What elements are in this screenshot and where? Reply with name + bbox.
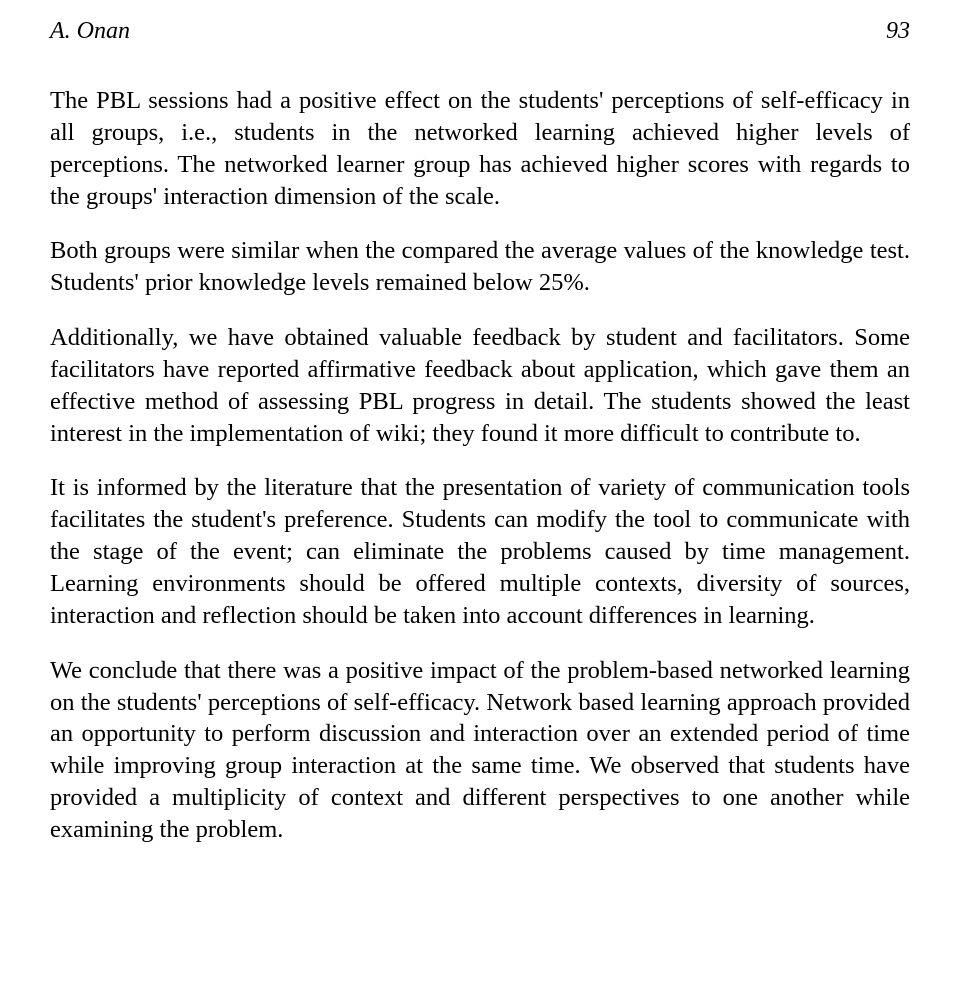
body-paragraph: Additionally, we have obtained valuable … [50, 322, 910, 449]
body-paragraph: We conclude that there was a positive im… [50, 655, 910, 846]
author-name: A. Onan [50, 18, 130, 45]
body-paragraph: Both groups were similar when the compar… [50, 235, 910, 299]
page-number: 93 [886, 18, 910, 45]
body-paragraph: It is informed by the literature that th… [50, 472, 910, 631]
page-header: A. Onan 93 [50, 18, 910, 45]
body-paragraph: The PBL sessions had a positive effect o… [50, 85, 910, 212]
